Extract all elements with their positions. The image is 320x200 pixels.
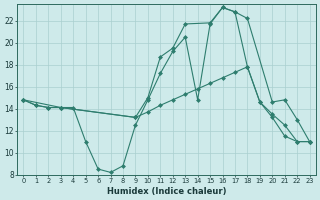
X-axis label: Humidex (Indice chaleur): Humidex (Indice chaleur) bbox=[107, 187, 226, 196]
